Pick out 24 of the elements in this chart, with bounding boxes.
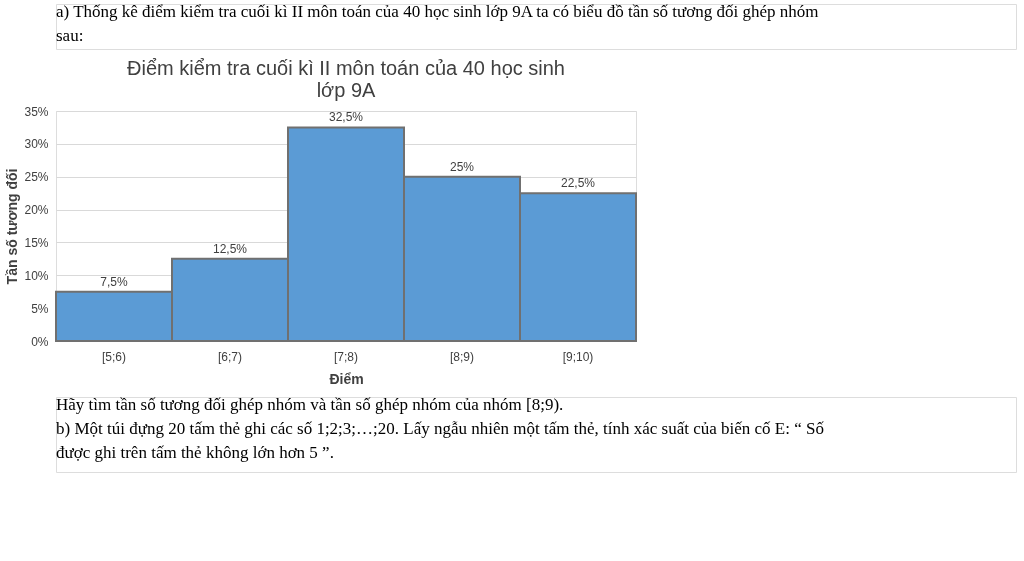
- y-tick-label: 30%: [24, 137, 49, 152]
- data-label: 7,5%: [100, 274, 128, 289]
- y-tick-label: 15%: [24, 235, 49, 250]
- x-axis-title: Điểm: [329, 370, 364, 387]
- data-label: 22,5%: [560, 176, 596, 191]
- y-tick-label: 10%: [24, 268, 49, 283]
- text: a) Thống kê điểm kiểm tra cuối kì II môn toán của 40 học sinh lớp 9A ta có biểu đồ tần số tương đối ghép nhóm sau:: [56, 2, 819, 45]
- text: Hãy tìm tần số tương đối ghép nhóm và tần số ghép nhóm của nhóm [8;9).: [56, 395, 564, 414]
- y-tick-label: 5%: [31, 301, 49, 316]
- x-tick-label: [8;9): [449, 349, 475, 364]
- x-tick-label: [6;7): [217, 349, 243, 364]
- y-tick-label: 35%: [24, 104, 49, 119]
- text: b) Một túi đựng 20 tấm thẻ ghi các số 1;2;3;…;20. Lấy ngẫu nhiên một tấm thẻ, tính xác suất của biến cố E: “ Số được ghi trên tấm thẻ không lớn hơn 5 ”.: [56, 419, 825, 462]
- y-tick-label: 0%: [31, 334, 49, 349]
- x-tick-label: [9;10): [562, 349, 594, 364]
- y-tick-label: 25%: [24, 170, 49, 185]
- y-axis-title: Tần số tương đối: [4, 168, 21, 285]
- chart-title: Điểm kiểm tra cuối kì II môn toán của 40 học sinh lớp 9A: [127, 57, 565, 101]
- y-tick-label: 20%: [24, 203, 49, 218]
- data-label: 32,5%: [328, 110, 364, 125]
- x-tick-label: [7;8): [333, 349, 359, 364]
- x-tick-label: [5;6): [101, 349, 127, 364]
- data-label: 12,5%: [212, 241, 248, 256]
- data-label: 25%: [449, 159, 475, 174]
